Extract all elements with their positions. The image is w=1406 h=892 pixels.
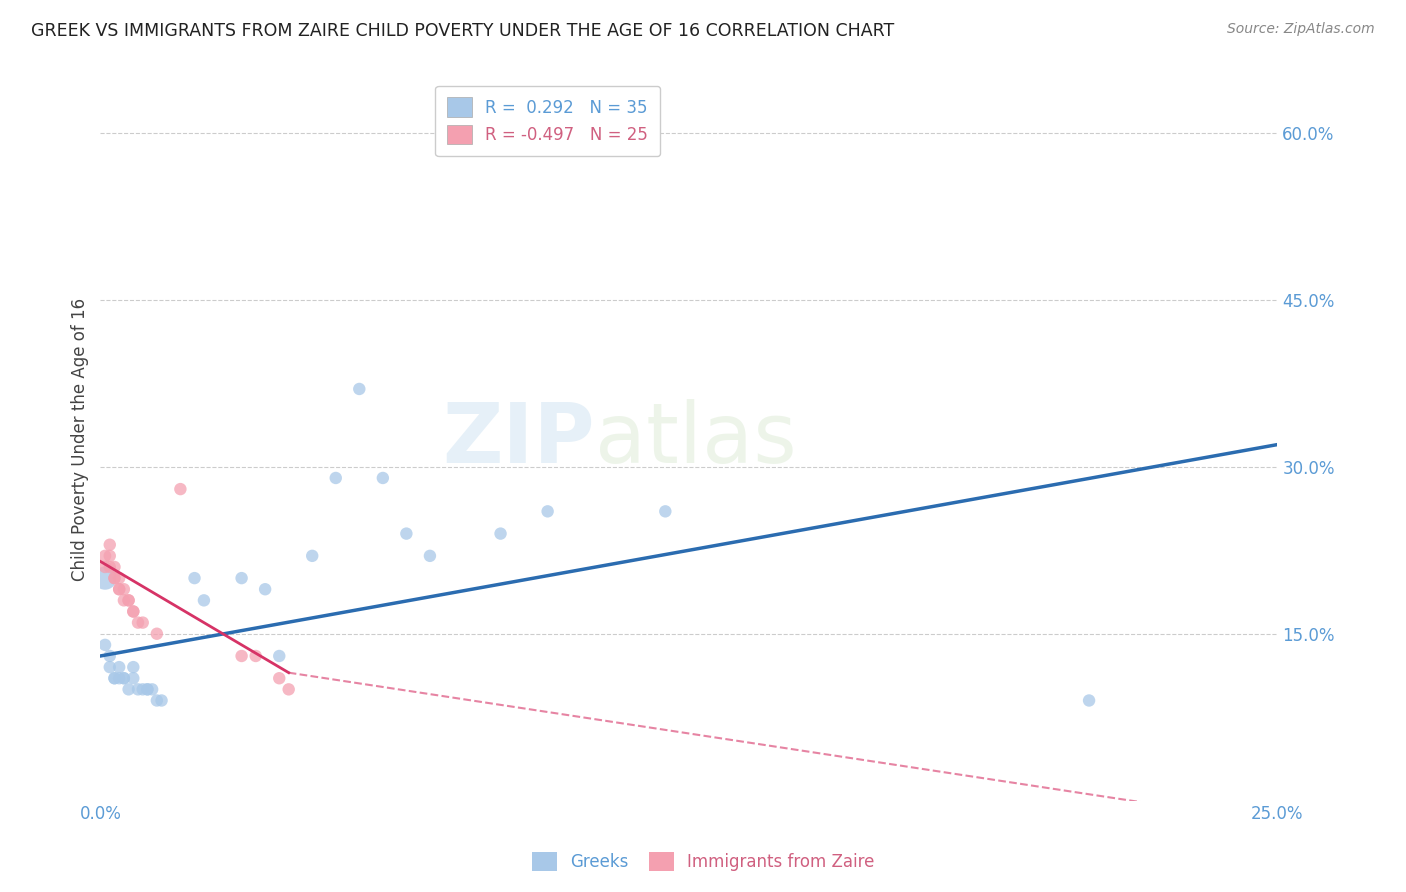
Point <box>1078 693 1101 707</box>
Text: GREEK VS IMMIGRANTS FROM ZAIRE CHILD POVERTY UNDER THE AGE OF 16 CORRELATION CHA: GREEK VS IMMIGRANTS FROM ZAIRE CHILD POV… <box>31 22 894 40</box>
Point <box>231 648 253 663</box>
Text: Source: ZipAtlas.com: Source: ZipAtlas.com <box>1227 22 1375 37</box>
Point <box>536 504 558 518</box>
Point <box>103 671 125 685</box>
Point <box>108 582 131 597</box>
Point <box>112 593 135 607</box>
Point <box>98 648 121 663</box>
Point <box>301 549 323 563</box>
Point <box>98 660 121 674</box>
Point <box>94 571 117 585</box>
Point <box>108 671 131 685</box>
Point <box>98 538 121 552</box>
Point <box>98 560 121 574</box>
Point <box>254 582 277 597</box>
Point <box>349 382 371 396</box>
Point <box>136 682 159 697</box>
Point <box>489 526 512 541</box>
Point <box>112 582 135 597</box>
Legend: R =  0.292   N = 35, R = -0.497   N = 25: R = 0.292 N = 35, R = -0.497 N = 25 <box>436 86 659 156</box>
Text: atlas: atlas <box>595 399 796 480</box>
Point <box>325 471 347 485</box>
Point <box>136 682 159 697</box>
Point <box>112 671 135 685</box>
Text: ZIP: ZIP <box>443 399 595 480</box>
Point <box>103 571 125 585</box>
Point <box>108 582 131 597</box>
Point <box>146 626 169 640</box>
Point <box>371 471 394 485</box>
Point <box>169 482 191 496</box>
Point <box>103 571 125 585</box>
Point <box>122 660 145 674</box>
Point <box>108 660 131 674</box>
Point <box>269 648 291 663</box>
Point <box>94 560 117 574</box>
Point <box>103 671 125 685</box>
Point <box>654 504 676 518</box>
Point <box>132 682 155 697</box>
Point <box>141 682 163 697</box>
Point <box>231 571 253 585</box>
Point <box>193 593 215 607</box>
Point <box>117 593 139 607</box>
Legend: Greeks, Immigrants from Zaire: Greeks, Immigrants from Zaire <box>523 843 883 880</box>
Point <box>245 648 267 663</box>
Point <box>122 605 145 619</box>
Point <box>117 593 139 607</box>
Point <box>108 571 131 585</box>
Point <box>150 693 173 707</box>
Point <box>419 549 441 563</box>
Point <box>395 526 418 541</box>
Point <box>112 671 135 685</box>
Point <box>127 615 149 630</box>
Point <box>277 682 299 697</box>
Point <box>127 682 149 697</box>
Point <box>98 549 121 563</box>
Point <box>94 549 117 563</box>
Point <box>103 560 125 574</box>
Point <box>183 571 205 585</box>
Point <box>146 693 169 707</box>
Point <box>117 682 139 697</box>
Point <box>94 638 117 652</box>
Y-axis label: Child Poverty Under the Age of 16: Child Poverty Under the Age of 16 <box>72 297 89 581</box>
Point <box>269 671 291 685</box>
Point <box>122 605 145 619</box>
Point <box>132 615 155 630</box>
Point <box>122 671 145 685</box>
